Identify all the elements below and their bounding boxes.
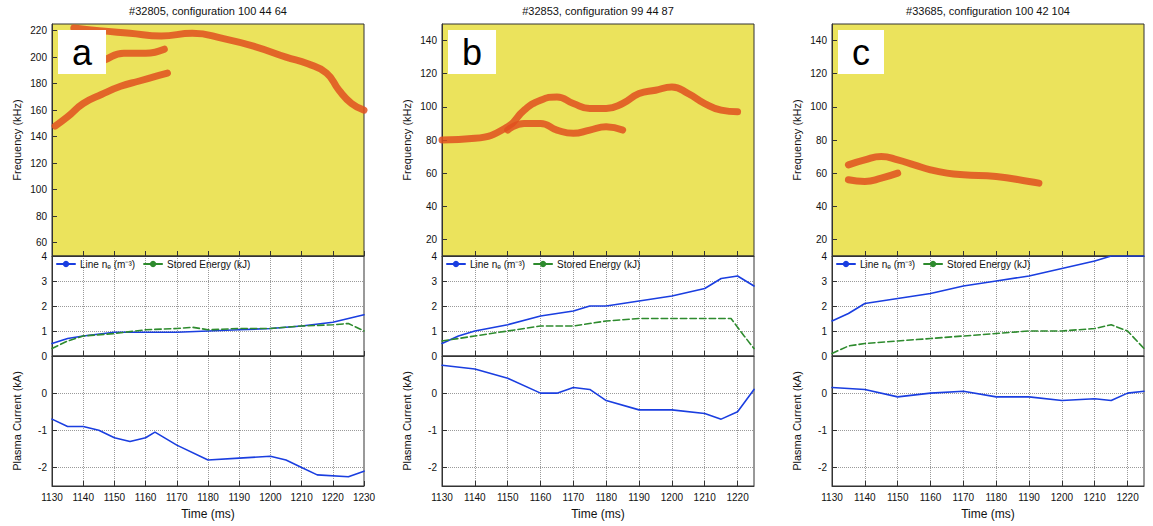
svg-text:140: 140 (30, 131, 47, 142)
svg-text:1220: 1220 (726, 492, 749, 503)
svg-text:1180: 1180 (595, 492, 617, 503)
svg-text:1210: 1210 (694, 492, 717, 503)
svg-text:Frequency (kHz): Frequency (kHz) (11, 99, 23, 180)
svg-text:1200: 1200 (259, 492, 282, 503)
svg-text:1: 1 (431, 326, 437, 337)
svg-text:1220: 1220 (1116, 492, 1139, 503)
svg-text:c: c (852, 32, 870, 73)
svg-text:Stored Energy (kJ): Stored Energy (kJ) (947, 259, 1030, 270)
svg-text:200: 200 (30, 52, 47, 63)
svg-text:-1: -1 (428, 425, 437, 436)
svg-text:1170: 1170 (166, 492, 188, 503)
svg-text:1160: 1160 (135, 492, 157, 503)
svg-text:-2: -2 (428, 462, 437, 473)
svg-text:80: 80 (36, 211, 48, 222)
svg-text:80: 80 (426, 135, 438, 146)
svg-text:60: 60 (816, 168, 828, 179)
svg-text:4: 4 (821, 251, 827, 262)
svg-text:100: 100 (810, 101, 827, 112)
svg-text:0: 0 (821, 388, 827, 399)
svg-text:1190: 1190 (228, 492, 250, 503)
svg-text:Plasma Current (kA): Plasma Current (kA) (401, 371, 413, 471)
svg-text:-1: -1 (818, 425, 827, 436)
svg-text:140: 140 (420, 35, 437, 46)
svg-text:1230: 1230 (353, 492, 376, 503)
svg-text:0: 0 (41, 388, 47, 399)
svg-text:1180: 1180 (985, 492, 1007, 503)
svg-text:Stored Energy (kJ): Stored Energy (kJ) (557, 259, 640, 270)
svg-text:2: 2 (41, 301, 47, 312)
svg-text:4: 4 (41, 251, 47, 262)
svg-text:100: 100 (420, 101, 437, 112)
svg-text:1200: 1200 (1051, 492, 1074, 503)
svg-text:1210: 1210 (290, 492, 313, 503)
svg-text:3: 3 (431, 276, 437, 287)
svg-text:Time (ms): Time (ms) (571, 507, 625, 521)
svg-text:-2: -2 (38, 462, 47, 473)
svg-text:1160: 1160 (920, 492, 942, 503)
svg-text:60: 60 (36, 237, 48, 248)
svg-text:2: 2 (431, 301, 437, 312)
svg-text:Plasma Current (kA): Plasma Current (kA) (11, 371, 23, 471)
svg-text:1150: 1150 (887, 492, 909, 503)
svg-text:1140: 1140 (464, 492, 486, 503)
svg-text:1130: 1130 (821, 492, 843, 503)
svg-text:100: 100 (30, 184, 47, 195)
svg-text:1160: 1160 (530, 492, 552, 503)
svg-text:Time (ms): Time (ms) (181, 507, 235, 521)
svg-text:40: 40 (426, 201, 438, 212)
svg-text:40: 40 (816, 201, 828, 212)
svg-text:1200: 1200 (661, 492, 684, 503)
svg-text:Plasma Current (kA): Plasma Current (kA) (791, 371, 803, 471)
svg-text:1190: 1190 (1018, 492, 1040, 503)
svg-text:#33685, configuration 100 42 1: #33685, configuration 100 42 104 (906, 5, 1070, 17)
svg-text:1130: 1130 (431, 492, 453, 503)
svg-text:120: 120 (420, 68, 437, 79)
svg-text:1: 1 (821, 326, 827, 337)
svg-text:a: a (72, 32, 93, 73)
svg-text:0: 0 (431, 388, 437, 399)
svg-text:0: 0 (821, 351, 827, 362)
svg-text:1150: 1150 (497, 492, 519, 503)
svg-text:220: 220 (30, 25, 47, 36)
svg-text:1: 1 (41, 326, 47, 337)
svg-text:120: 120 (810, 68, 827, 79)
svg-text:20: 20 (426, 234, 438, 245)
svg-text:#32853, configuration 99 44 87: #32853, configuration 99 44 87 (522, 5, 674, 17)
svg-text:0: 0 (41, 351, 47, 362)
svg-text:1170: 1170 (563, 492, 585, 503)
svg-text:2: 2 (821, 301, 827, 312)
svg-text:1130: 1130 (41, 492, 63, 503)
svg-text:-1: -1 (38, 425, 47, 436)
svg-text:180: 180 (30, 78, 47, 89)
svg-text:1180: 1180 (197, 492, 219, 503)
svg-text:1170: 1170 (953, 492, 975, 503)
svg-text:1150: 1150 (104, 492, 126, 503)
svg-text:Line nₑ (m⁻³): Line nₑ (m⁻³) (80, 259, 135, 270)
svg-text:Time (ms): Time (ms) (961, 507, 1015, 521)
svg-text:#32805, configuration 100 44 6: #32805, configuration 100 44 64 (129, 5, 287, 17)
svg-text:-2: -2 (818, 462, 827, 473)
svg-text:80: 80 (816, 135, 828, 146)
svg-text:3: 3 (821, 276, 827, 287)
svg-text:140: 140 (810, 35, 827, 46)
svg-text:0: 0 (431, 351, 437, 362)
svg-text:Frequency (kHz): Frequency (kHz) (401, 99, 413, 180)
svg-text:Frequency (kHz): Frequency (kHz) (791, 99, 803, 180)
svg-text:1210: 1210 (1084, 492, 1107, 503)
svg-text:60: 60 (426, 168, 438, 179)
svg-text:b: b (462, 32, 482, 73)
svg-text:1190: 1190 (628, 492, 650, 503)
svg-text:1140: 1140 (72, 492, 94, 503)
svg-text:1220: 1220 (322, 492, 345, 503)
svg-text:1140: 1140 (854, 492, 876, 503)
svg-text:160: 160 (30, 105, 47, 116)
svg-text:Line nₑ (m⁻³): Line nₑ (m⁻³) (470, 259, 525, 270)
svg-text:3: 3 (41, 276, 47, 287)
svg-text:4: 4 (431, 251, 437, 262)
svg-text:120: 120 (30, 158, 47, 169)
svg-text:20: 20 (816, 234, 828, 245)
svg-text:Line nₑ (m⁻³): Line nₑ (m⁻³) (860, 259, 915, 270)
svg-text:Stored Energy (kJ): Stored Energy (kJ) (167, 259, 250, 270)
